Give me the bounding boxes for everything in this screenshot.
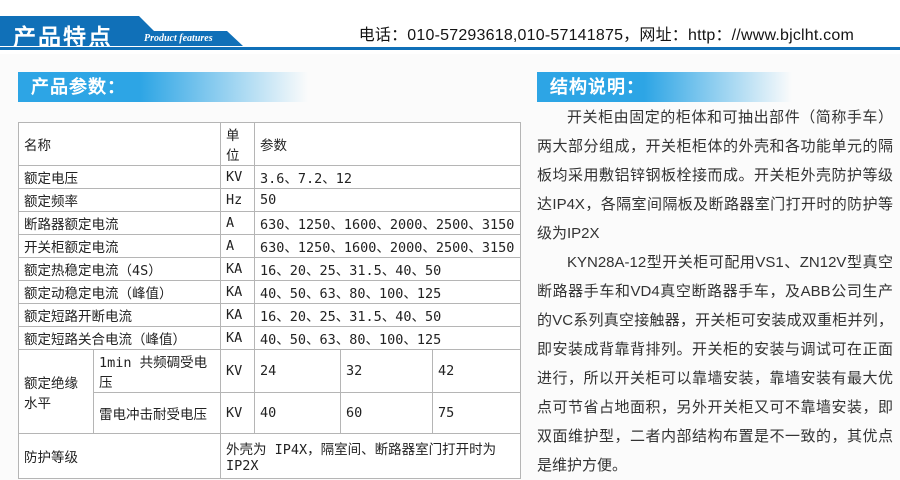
insulation-unit: KV: [220, 349, 255, 393]
table-row: 开关柜额定电流 A 630、1250、1600、2000、2500、3150: [18, 234, 522, 258]
row-name: 额定短路开断电流: [18, 303, 221, 327]
insulation-sub-label: 雷电冲击耐受电压: [93, 392, 221, 434]
row-unit: KA: [220, 303, 255, 327]
insulation-value: 24: [254, 349, 341, 393]
protection-name: 防护等级: [18, 433, 221, 479]
page-subtitle: Product features: [144, 33, 213, 44]
row-unit: Hz: [220, 188, 255, 212]
insulation-value: 32: [340, 349, 433, 393]
row-value: 3.6、7.2、12: [253, 165, 522, 189]
table-header-row: 名称 单位 参数: [18, 122, 522, 166]
row-unit: KA: [220, 280, 255, 304]
insulation-group-label: 额定绝缘水平: [18, 349, 94, 434]
row-value: 630、1250、1600、2000、2500、3150: [253, 211, 522, 235]
row-value: 630、1250、1600、2000、2500、3150: [253, 234, 522, 258]
row-name: 额定热稳定电流（4S）: [18, 257, 221, 281]
row-value: 16、20、25、31.5、40、50: [253, 303, 522, 327]
col-header-name: 名称: [18, 122, 221, 166]
table-row: 额定短路开断电流 KA 16、20、25、31.5、40、50: [18, 303, 522, 327]
structure-description: 开关柜由固定的柜体和可抽出部件（简称手车）两大部分组成，开关柜柜体的外壳和各功能…: [537, 103, 893, 480]
row-unit: KA: [220, 257, 255, 281]
row-unit: KA: [220, 326, 255, 350]
insulation-value: 40: [254, 392, 341, 434]
row-value: 16、20、25、31.5、40、50: [253, 257, 522, 281]
contact-info: 电话：010-57293618,010-57141875，网址：http：//w…: [358, 27, 854, 44]
insulation-row-1: 额定绝缘水平 1min 共频碉受电压 KV 24 32 42: [18, 349, 522, 434]
parameters-table: 名称 单位 参数 额定电压 KV 3.6、7.2、12 额定频率 Hz 50 断…: [18, 122, 522, 479]
table-row: 额定短路关合电流（峰值） KA 40、50、63、80、100、125: [18, 326, 522, 350]
section-title-parameters: 产品参数：: [18, 72, 308, 102]
table-row: 额定频率 Hz 50: [18, 188, 522, 212]
row-name: 额定电压: [18, 165, 221, 189]
row-name: 断路器额定电流: [18, 211, 221, 235]
row-unit: A: [220, 234, 255, 258]
row-name: 额定频率: [18, 188, 221, 212]
row-value: 40、50、63、80、100、125: [253, 326, 522, 350]
structure-paragraph-1: 开关柜由固定的柜体和可抽出部件（简称手车）两大部分组成，开关柜柜体的外壳和各功能…: [537, 109, 893, 242]
insulation-row-2: 雷电冲击耐受电压 KV 40 60 75: [19, 392, 522, 434]
protection-row: 防护等级 外壳为 IP4X，隔室间、断路器室门打开时为IP2X: [18, 433, 522, 479]
table-row: 断路器额定电流 A 630、1250、1600、2000、2500、3150: [18, 211, 522, 235]
row-value: 50: [253, 188, 522, 212]
insulation-value: 60: [340, 392, 433, 434]
insulation-sub-label: 1min 共频碉受电压: [93, 349, 221, 393]
insulation-unit: KV: [220, 392, 255, 434]
insulation-value: 42: [431, 349, 522, 393]
insulation-value: 75: [431, 392, 522, 434]
row-value: 40、50、63、80、100、125: [253, 280, 522, 304]
row-name: 额定动稳定电流（峰值）: [18, 280, 221, 304]
row-name: 开关柜额定电流: [18, 234, 221, 258]
col-header-unit: 单位: [220, 122, 255, 166]
col-header-value: 参数: [253, 122, 522, 166]
top-header-bar: 产品特点 Product features 电话：010-57293618,01…: [0, 0, 900, 54]
table-row: 额定动稳定电流（峰值） KA 40、50、63、80、100、125: [18, 280, 522, 304]
header-divider-line: [0, 47, 900, 50]
page-title: 产品特点: [13, 25, 113, 50]
structure-paragraph-2: KYN28A-12型开关柜可配用VS1、ZN12V型真空断路器手车和VD4真空断…: [537, 254, 893, 474]
row-unit: A: [220, 211, 255, 235]
table-row: 额定电压 KV 3.6、7.2、12: [18, 165, 522, 189]
row-unit: KV: [220, 165, 255, 189]
section-title-structure: 结构说明：: [537, 72, 792, 102]
row-name: 额定短路关合电流（峰值）: [18, 326, 221, 350]
protection-value: 外壳为 IP4X，隔室间、断路器室门打开时为IP2X: [219, 433, 522, 479]
table-row: 额定热稳定电流（4S） KA 16、20、25、31.5、40、50: [18, 257, 522, 281]
